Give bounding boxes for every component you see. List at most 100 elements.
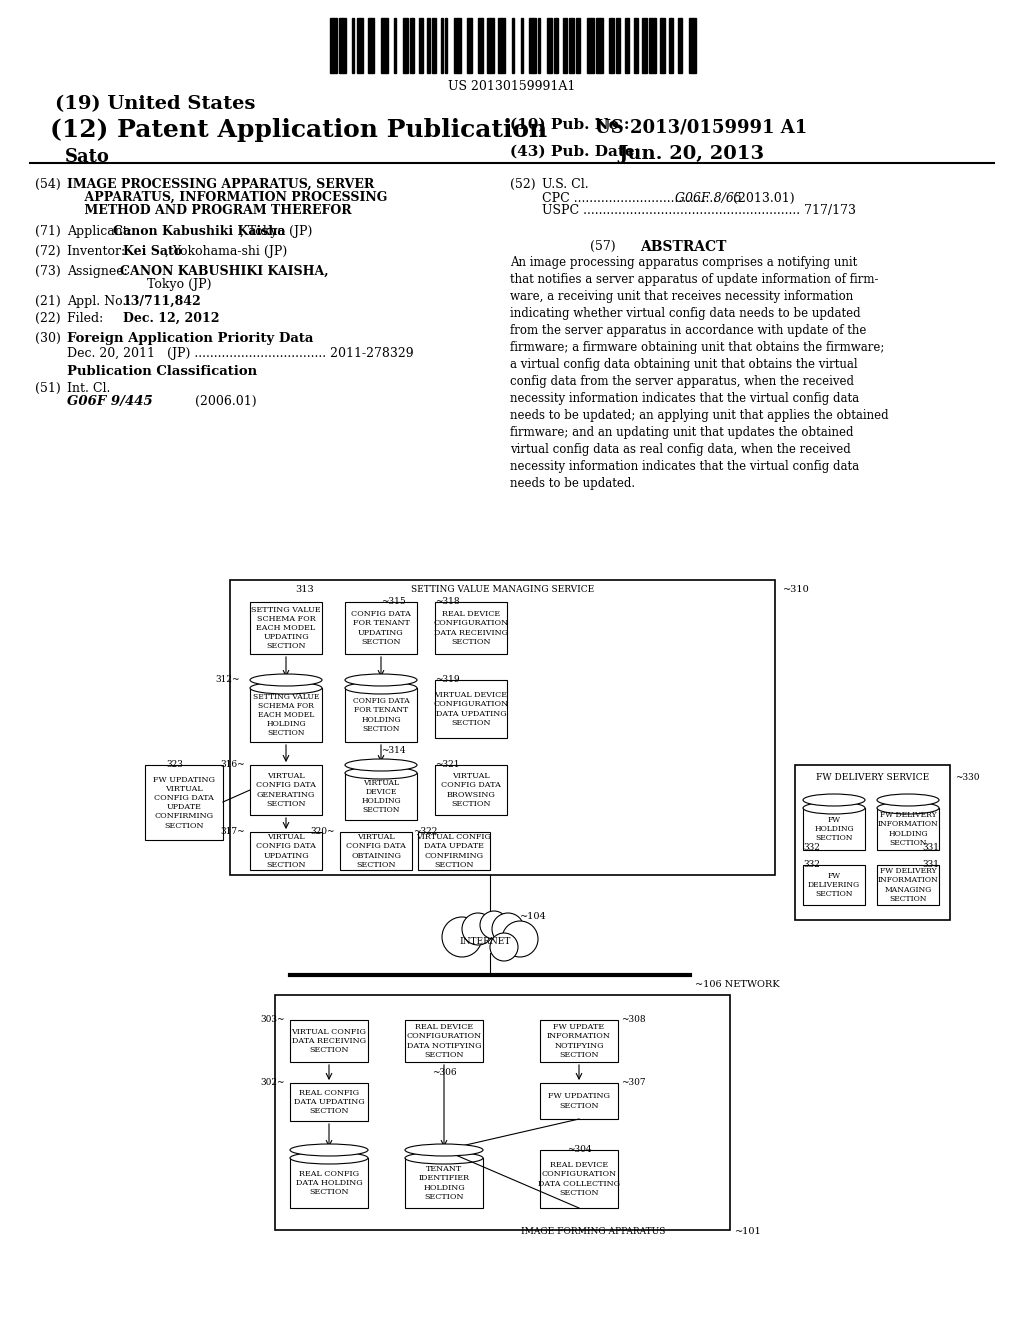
Bar: [587, 18, 594, 73]
Text: (2013.01): (2013.01): [733, 191, 795, 205]
Text: 334: 334: [899, 795, 916, 804]
Bar: [529, 18, 536, 73]
Bar: [368, 18, 375, 73]
Bar: [440, 18, 443, 73]
FancyBboxPatch shape: [435, 680, 507, 738]
Text: (71): (71): [35, 224, 60, 238]
Text: ~318: ~318: [435, 597, 460, 606]
Text: ABSTRACT: ABSTRACT: [640, 240, 726, 253]
Text: (12) Patent Application Publication: (12) Patent Application Publication: [50, 117, 547, 143]
Text: CPC .....................................: CPC ....................................…: [542, 191, 721, 205]
Text: (72): (72): [35, 246, 60, 257]
Text: FW DELIVERY SERVICE: FW DELIVERY SERVICE: [816, 774, 929, 781]
Ellipse shape: [877, 795, 939, 807]
Text: Jun. 20, 2013: Jun. 20, 2013: [618, 145, 764, 162]
Text: 313: 313: [295, 585, 313, 594]
Circle shape: [442, 917, 482, 957]
Text: ~319: ~319: [435, 675, 460, 684]
Text: ~322: ~322: [413, 828, 437, 836]
Text: ~306: ~306: [432, 1068, 457, 1077]
Text: G06F 9/445: G06F 9/445: [67, 395, 153, 408]
Bar: [290, 1158, 368, 1208]
FancyBboxPatch shape: [795, 766, 950, 920]
Bar: [562, 18, 567, 73]
Text: Appl. No.:: Appl. No.:: [67, 294, 134, 308]
Text: VIRTUAL
CONFIG DATA
BROWSING
SECTION: VIRTUAL CONFIG DATA BROWSING SECTION: [441, 772, 501, 808]
Bar: [381, 18, 388, 73]
Bar: [394, 18, 396, 73]
Text: Dec. 20, 2011   (JP) .................................. 2011-278329: Dec. 20, 2011 (JP) .....................…: [67, 347, 414, 360]
FancyBboxPatch shape: [250, 766, 322, 814]
Ellipse shape: [406, 1152, 483, 1164]
Bar: [609, 18, 613, 73]
Text: 316~: 316~: [220, 760, 245, 770]
Circle shape: [480, 911, 508, 939]
Text: FW UPDATING
SECTION: FW UPDATING SECTION: [548, 1093, 610, 1110]
Bar: [539, 18, 541, 73]
Text: ~314: ~314: [381, 746, 406, 755]
Text: ~101: ~101: [735, 1228, 762, 1236]
Text: 331: 331: [922, 861, 939, 869]
Text: FW UPDATE
INFORMATION
NOTIFYING
SECTION: FW UPDATE INFORMATION NOTIFYING SECTION: [547, 1023, 611, 1059]
Text: (30): (30): [35, 333, 60, 345]
Text: US 2013/0159991 A1: US 2013/0159991 A1: [595, 117, 807, 136]
Text: 323: 323: [166, 760, 183, 770]
Text: ~311: ~311: [369, 760, 393, 770]
Bar: [596, 18, 602, 73]
Text: (51): (51): [35, 381, 60, 395]
Circle shape: [490, 933, 518, 961]
FancyBboxPatch shape: [435, 766, 507, 814]
Text: 317~: 317~: [220, 828, 245, 836]
Text: G06F 8/65: G06F 8/65: [675, 191, 741, 205]
Bar: [352, 18, 354, 73]
Bar: [660, 18, 665, 73]
Bar: [427, 18, 430, 73]
Text: FW UPDATING
VIRTUAL
CONFIG DATA
UPDATE
CONFIRMING
SECTION: FW UPDATING VIRTUAL CONFIG DATA UPDATE C…: [153, 776, 215, 829]
Text: CANON KABUSHIKI KAISHA,: CANON KABUSHIKI KAISHA,: [120, 265, 329, 279]
Text: 331: 331: [922, 843, 939, 851]
Ellipse shape: [290, 1144, 368, 1156]
Text: 305: 305: [435, 1144, 453, 1154]
Bar: [642, 18, 647, 73]
Text: 301: 301: [321, 1144, 338, 1154]
Bar: [432, 18, 436, 73]
Bar: [569, 18, 573, 73]
Text: REAL DEVICE
CONFIGURATION
DATA RECEIVING
SECTION: REAL DEVICE CONFIGURATION DATA RECEIVING…: [433, 610, 509, 645]
Ellipse shape: [250, 675, 322, 686]
Bar: [356, 18, 364, 73]
FancyBboxPatch shape: [540, 1020, 618, 1063]
FancyBboxPatch shape: [877, 865, 939, 906]
Bar: [487, 18, 494, 73]
FancyBboxPatch shape: [250, 602, 322, 653]
FancyBboxPatch shape: [275, 995, 730, 1230]
FancyBboxPatch shape: [230, 579, 775, 875]
Text: Tokyo (JP): Tokyo (JP): [147, 279, 212, 290]
Bar: [615, 18, 621, 73]
Ellipse shape: [345, 767, 417, 779]
FancyBboxPatch shape: [250, 832, 322, 870]
Bar: [454, 18, 461, 73]
Text: FW
DELIVERING
SECTION: FW DELIVERING SECTION: [808, 871, 860, 898]
Text: 332: 332: [803, 843, 820, 851]
Text: Kei Sato: Kei Sato: [123, 246, 182, 257]
Bar: [575, 18, 581, 73]
FancyBboxPatch shape: [418, 832, 490, 870]
Bar: [250, 688, 322, 742]
Bar: [554, 18, 558, 73]
Text: SETTING VALUE MANAGING SERVICE: SETTING VALUE MANAGING SERVICE: [411, 585, 594, 594]
Bar: [478, 18, 483, 73]
Text: (54): (54): [35, 178, 60, 191]
FancyBboxPatch shape: [540, 1082, 618, 1119]
Bar: [499, 18, 505, 73]
Text: ~308: ~308: [621, 1015, 645, 1024]
Bar: [445, 18, 447, 73]
Bar: [403, 18, 408, 73]
Text: ~321: ~321: [435, 760, 460, 770]
Text: REAL DEVICE
CONFIGURATION
DATA COLLECTING
SECTION: REAL DEVICE CONFIGURATION DATA COLLECTIN…: [538, 1162, 621, 1197]
FancyBboxPatch shape: [290, 1020, 368, 1063]
Text: Canon Kabushiki Kaisha: Canon Kabushiki Kaisha: [113, 224, 286, 238]
Text: REAL CONFIG
DATA UPDATING
SECTION: REAL CONFIG DATA UPDATING SECTION: [294, 1089, 365, 1115]
Text: Sato: Sato: [65, 148, 110, 166]
Text: REAL CONFIG
DATA HOLDING
SECTION: REAL CONFIG DATA HOLDING SECTION: [296, 1170, 362, 1196]
Circle shape: [502, 921, 538, 957]
